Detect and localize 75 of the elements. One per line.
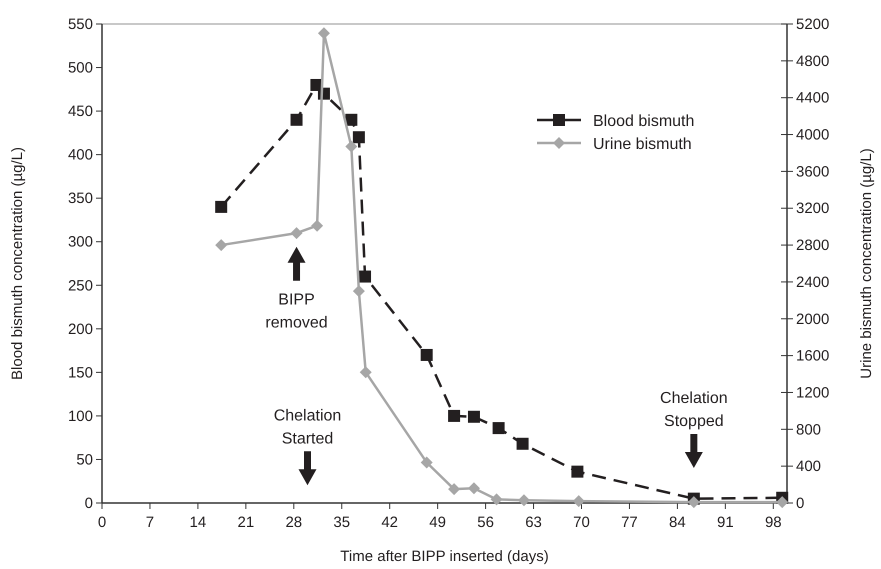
y-tick-label: 0	[84, 495, 93, 512]
x-tick-label: 0	[98, 514, 106, 531]
y2-tick-label: 4400	[796, 90, 830, 107]
point	[571, 466, 584, 478]
point	[688, 496, 700, 508]
y-tick-label: 50	[76, 451, 93, 468]
y2-tick-label: 0	[796, 495, 804, 512]
x-tick-label: 28	[285, 514, 302, 531]
point	[572, 495, 585, 508]
x-tick-label: 42	[381, 514, 398, 531]
y-tick-label: 400	[68, 146, 93, 164]
point	[492, 422, 505, 434]
point	[420, 456, 433, 468]
point	[518, 494, 530, 506]
point	[215, 239, 228, 252]
x-tick-label: 35	[333, 514, 350, 531]
point	[420, 348, 433, 361]
legend-label: Blood bismuth	[593, 113, 694, 130]
y2-tick-label: 3200	[796, 200, 830, 218]
y-tick-label: 500	[68, 60, 93, 77]
point	[290, 114, 303, 126]
y-tick-label: 350	[68, 190, 93, 208]
y-tick-label: 100	[68, 408, 93, 425]
y2-axis-title: Urine bismuth concentration (µg/L)	[858, 148, 875, 379]
x-tick-label: 91	[717, 514, 734, 531]
legend-label: Urine bismuth	[593, 136, 692, 153]
point	[311, 220, 324, 232]
y-tick-label: 450	[68, 103, 93, 120]
y-tick-label: 250	[68, 277, 93, 294]
x-tick-label: 84	[669, 514, 686, 531]
x-tick-label: 56	[477, 514, 494, 531]
y2-tick-label: 1600	[796, 348, 830, 365]
x-tick-label: 77	[621, 514, 638, 531]
y-tick-label: 150	[68, 364, 93, 382]
point	[776, 496, 788, 508]
point	[352, 131, 365, 144]
y2-tick-label: 400	[796, 458, 822, 476]
x-tick-label: 70	[573, 514, 590, 531]
y2-tick-label: 4000	[796, 126, 830, 144]
annotation: Chelation Started	[274, 407, 342, 448]
x-tick-label: 98	[764, 514, 782, 531]
point	[490, 493, 503, 506]
y-tick-label: 550	[68, 16, 93, 33]
point	[290, 227, 303, 240]
x-axis-title: Time after BIPP inserted (days)	[340, 548, 549, 565]
point	[448, 410, 460, 422]
annotation: Chelation Stopped	[660, 390, 728, 430]
y2-tick-label: 2800	[796, 237, 830, 254]
y-tick-label: 200	[68, 320, 93, 338]
x-tick-label: 14	[190, 514, 206, 531]
point	[448, 483, 460, 496]
point	[468, 482, 480, 494]
y2-tick-label: 2400	[796, 274, 830, 291]
x-tick-label: 7	[146, 514, 154, 531]
y-tick-label: 300	[68, 234, 93, 251]
y2-tick-label: 3600	[796, 163, 830, 180]
x-tick-label: 63	[525, 514, 542, 531]
point	[352, 285, 365, 298]
point	[359, 270, 372, 283]
point	[345, 114, 358, 126]
x-tick-label: 49	[429, 514, 446, 531]
point	[215, 200, 228, 213]
y2-tick-label: 1200	[796, 384, 830, 402]
point	[360, 366, 372, 378]
point	[345, 140, 358, 153]
x-tick-label: 21	[238, 514, 254, 531]
y-axis-title: Blood bismuth concentration (µg/L)	[9, 147, 26, 380]
y2-tick-label: 4800	[796, 52, 830, 70]
y2-tick-label: 5200	[796, 16, 830, 33]
annotation: BIPP removed	[265, 292, 328, 332]
y2-tick-label: 800	[796, 421, 822, 438]
point	[468, 410, 480, 423]
y2-tick-label: 2000	[796, 310, 830, 328]
point	[318, 27, 330, 40]
point	[516, 438, 529, 450]
